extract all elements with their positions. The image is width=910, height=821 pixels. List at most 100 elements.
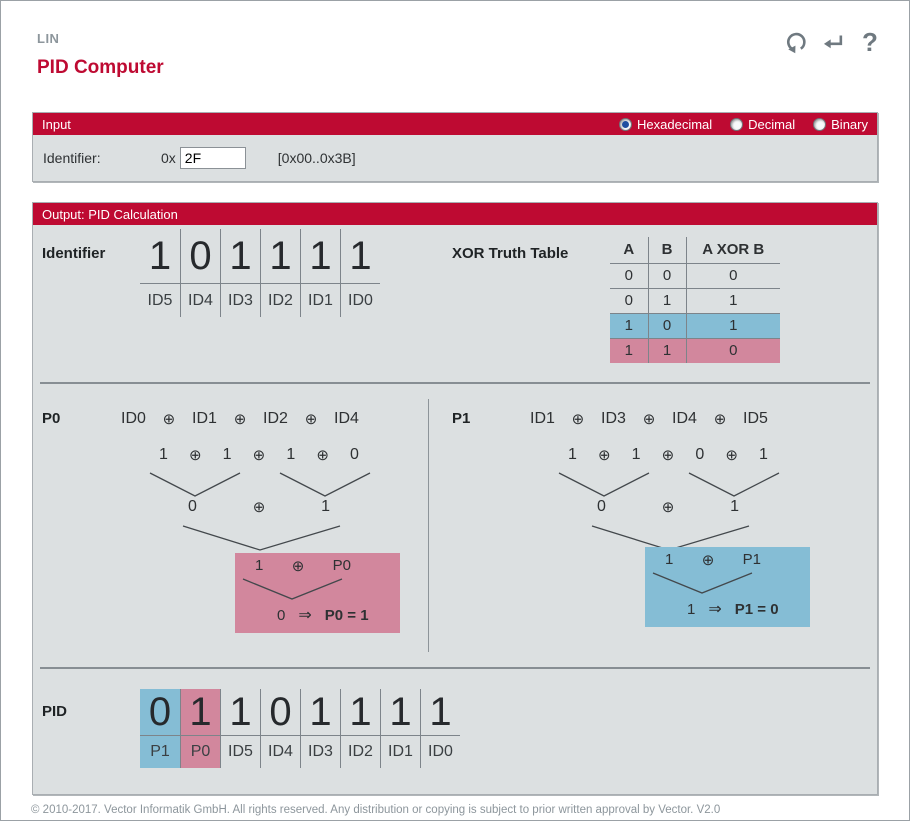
bit-value: 1 — [221, 229, 260, 284]
conclusion: P0 = 1 — [324, 606, 369, 624]
range-hint: [0x00..0x3B] — [277, 150, 356, 166]
bit-cell-p1: 0 P1 — [140, 689, 180, 768]
bit-value: 1 — [301, 229, 340, 284]
page-header: LIN PID Computer ? — [1, 1, 909, 112]
p1-formula-row: ID1 ⊕ ID3 ⊕ ID4 ⊕ ID5 — [530, 410, 768, 428]
identifier-block-label: Identifier — [42, 245, 106, 262]
operand: ID4 — [672, 410, 697, 427]
p0-final-xor-row: 1 ⊕ P0 — [255, 557, 351, 575]
radio-label: Binary — [831, 116, 868, 132]
xor-operator: ⊕ — [642, 411, 656, 428]
xor-truth-table: A B A XOR B 0 0 0 0 1 — [610, 237, 780, 363]
col-header: A XOR B — [685, 237, 780, 263]
bit-name: ID1 — [308, 291, 333, 309]
cell: 0 — [685, 337, 780, 363]
p0-result-box: 1 ⊕ P0 0 ⇒ P0 = 1 — [235, 553, 400, 633]
bit-value: 1 — [221, 689, 260, 736]
cell: 1 — [610, 337, 648, 363]
bit: 0 — [597, 498, 606, 515]
radio-hexadecimal[interactable]: Hexadecimal — [619, 117, 712, 132]
xor-operator: ⊕ — [189, 447, 202, 464]
operand: ID2 — [263, 410, 288, 427]
enter-icon[interactable] — [820, 29, 846, 55]
bit-value: 1 — [181, 689, 220, 736]
reload-icon[interactable] — [783, 29, 809, 55]
radio-dot-icon — [813, 117, 827, 131]
bit-name: P0 — [190, 743, 211, 760]
identifier-input[interactable] — [179, 147, 246, 169]
input-section-title: Input — [42, 116, 71, 132]
table-row-highlight-blue: 1 0 1 — [610, 312, 780, 338]
bit-cell: 1 ID1 — [300, 229, 340, 317]
pid-row: PID 0 P1 1 P0 1 ID5 0 ID4 1 ID3 1 ID2 1 ID1 1 ID… — [33, 669, 877, 794]
bit: 1 — [665, 551, 674, 568]
implies-arrow-icon: ⇒ — [708, 601, 722, 618]
radio-binary[interactable]: Binary — [813, 117, 868, 132]
cell: 0 — [610, 262, 648, 288]
bit-name: ID2 — [348, 743, 373, 760]
table-row: 0 1 1 — [610, 287, 780, 313]
bit-value: 0 — [261, 689, 300, 736]
bit-name: ID4 — [188, 291, 213, 309]
col-header: B — [647, 237, 686, 263]
radio-dot-icon — [730, 117, 744, 131]
conclusion: P1 = 0 — [734, 600, 779, 618]
pid-bit-table: 0 P1 1 P0 1 ID5 0 ID4 1 ID3 1 ID2 1 ID1 1 ID0 — [140, 689, 460, 768]
header-toolbar: ? — [783, 29, 883, 55]
xor-operator: ⊕ — [661, 499, 675, 516]
bit-cell: 1 ID0 — [420, 689, 460, 768]
divider — [428, 399, 429, 652]
cell: 0 — [647, 262, 686, 288]
p1-result-box: 1 ⊕ P1 1 ⇒ P1 = 0 — [645, 547, 810, 627]
output-section-body: Identifier 1 ID5 0 ID4 1 ID3 1 ID2 1 ID1 1 ID0… — [33, 225, 877, 794]
base-radio-group: Hexadecimal Decimal Binary — [619, 117, 868, 132]
bit-cell: 1 ID1 — [380, 689, 420, 768]
output-section: Output: PID Calculation Identifier 1 ID5 … — [32, 202, 878, 795]
result-bit: 1 — [687, 600, 696, 618]
bit: 1 — [159, 446, 168, 463]
bit-cell: 1 ID5 — [220, 689, 260, 768]
bit: 1 — [222, 446, 232, 463]
divider — [40, 382, 870, 384]
bit-cell: 1 ID2 — [260, 229, 300, 317]
p1-values-row: 1 ⊕ 1 ⊕ 0 ⊕ 1 — [568, 446, 768, 464]
operand: ID3 — [601, 410, 626, 427]
copyright-footer: © 2010-2017. Vector Informatik GmbH. All… — [31, 804, 721, 816]
bit-name: ID4 — [268, 743, 293, 760]
p0-result: 0 ⇒ P0 = 1 — [277, 605, 369, 625]
bit-name: ID0 — [428, 743, 453, 760]
bit-cell: 1 ID2 — [340, 689, 380, 768]
p0-values-row: 1 ⊕ 1 ⊕ 1 ⊕ 0 — [159, 446, 359, 464]
cell: 1 — [685, 312, 780, 338]
p1-final-xor-row: 1 ⊕ P1 — [665, 551, 761, 569]
input-section-body: Identifier: 0x [0x00..0x3B] — [33, 135, 877, 181]
bit-cell: 1 ID3 — [220, 229, 260, 317]
bit: 1 — [631, 446, 641, 463]
xor-operator: ⊕ — [713, 411, 727, 428]
p1-label: P1 — [452, 410, 471, 427]
help-icon[interactable]: ? — [862, 27, 878, 57]
bit-value: 1 — [421, 689, 460, 736]
bit: 1 — [286, 446, 296, 463]
xor-operator: ⊕ — [661, 447, 675, 464]
bit-name: P1 — [150, 743, 170, 760]
p0-calculation: P0 ID0 ⊕ ID1 ⊕ ID2 ⊕ ID4 1 ⊕ 1 ⊕ 1 ⊕ 0 0 ⊕ 1 — [33, 384, 428, 667]
parity-calculation-row: P0 ID0 ⊕ ID1 ⊕ ID2 ⊕ ID4 1 ⊕ 1 ⊕ 1 ⊕ 0 0 ⊕ 1 — [33, 384, 877, 667]
p1-calculation: P1 ID1 ⊕ ID3 ⊕ ID4 ⊕ ID5 1 ⊕ 1 ⊕ 0 ⊕ 1 0 ⊕ 1 — [429, 384, 877, 667]
operand: ID5 — [743, 410, 768, 427]
bit: 1 — [568, 446, 577, 463]
bit-value: 1 — [381, 689, 420, 736]
bit: 1 — [255, 557, 264, 574]
bit-value: 1 — [140, 229, 180, 284]
operand: P0 — [332, 557, 351, 574]
radio-decimal[interactable]: Decimal — [730, 117, 795, 132]
identifier-bit-table: 1 ID5 0 ID4 1 ID3 1 ID2 1 ID1 1 ID0 — [140, 229, 380, 317]
operand: ID1 — [530, 410, 555, 427]
bit-cell: 1 ID3 — [300, 689, 340, 768]
xor-operator: ⊕ — [162, 411, 176, 428]
bit-value: 0 — [181, 229, 220, 284]
cell: 0 — [647, 312, 686, 338]
page-title: PID Computer — [37, 57, 164, 78]
input-section: Input Hexadecimal Decimal Binary Identif… — [32, 112, 878, 182]
